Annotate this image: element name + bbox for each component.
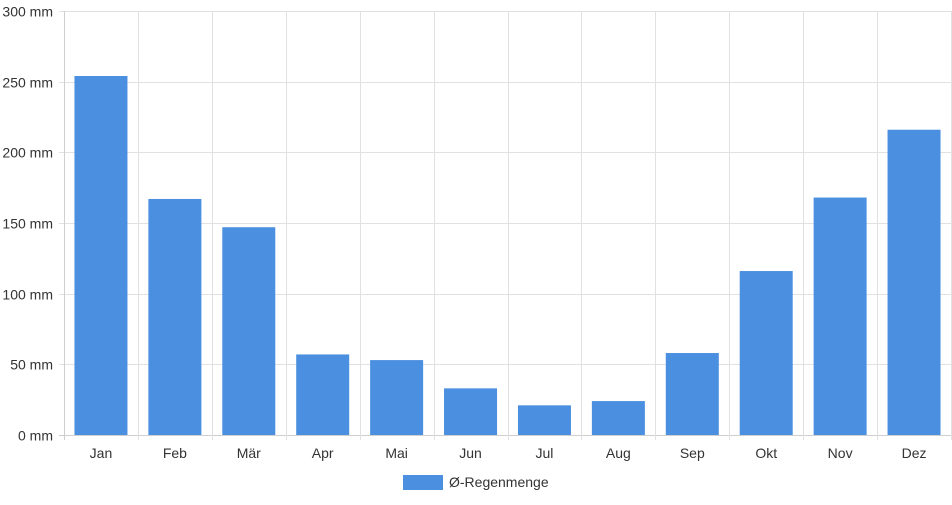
bar-okt[interactable]	[739, 271, 793, 435]
legend-swatch	[403, 474, 443, 490]
bar-nov[interactable]	[813, 197, 867, 435]
bar-jun[interactable]	[444, 388, 498, 435]
y-tick-label: 200 mm	[2, 145, 53, 161]
bar-apr[interactable]	[296, 354, 350, 435]
x-tick-label: Dez	[902, 445, 927, 461]
x-tick-label: Mai	[385, 445, 408, 461]
y-tick-label: 250 mm	[2, 75, 53, 91]
bar-aug[interactable]	[591, 401, 645, 435]
x-tick-label: Mär	[237, 445, 261, 461]
y-tick-label: 150 mm	[2, 216, 53, 232]
x-tick-label: Feb	[163, 445, 187, 461]
x-tick-label: Apr	[312, 445, 334, 461]
legend-label: Ø-Regenmenge	[449, 474, 549, 490]
y-tick-label: 0 mm	[18, 428, 53, 444]
bar-sep[interactable]	[665, 353, 719, 435]
x-tick-label: Jul	[536, 445, 554, 461]
chart-legend[interactable]: Ø-Regenmenge	[403, 473, 549, 491]
bar-layer	[74, 76, 941, 435]
y-tick-label: 300 mm	[2, 4, 53, 20]
bar-mär[interactable]	[222, 227, 276, 435]
bar-jan[interactable]	[74, 76, 128, 435]
x-tick-label: Nov	[828, 445, 853, 461]
bar-dez[interactable]	[887, 129, 941, 435]
axis-layer: 0 mm 50 mm 100 mm 150 mm 200 mm 250 mm 300 mm J…	[2, 4, 926, 462]
bar-mai[interactable]	[370, 360, 424, 435]
x-tick-label: Okt	[755, 445, 777, 461]
x-tick-label: Jun	[459, 445, 482, 461]
bar-feb[interactable]	[148, 198, 202, 435]
y-tick-label: 50 mm	[10, 357, 53, 373]
grid-layer	[59, 11, 952, 440]
x-tick-label: Jan	[90, 445, 113, 461]
x-tick-label: Aug	[606, 445, 631, 461]
y-tick-label: 100 mm	[2, 287, 53, 303]
bar-jul[interactable]	[517, 405, 571, 435]
x-tick-label: Sep	[680, 445, 705, 461]
